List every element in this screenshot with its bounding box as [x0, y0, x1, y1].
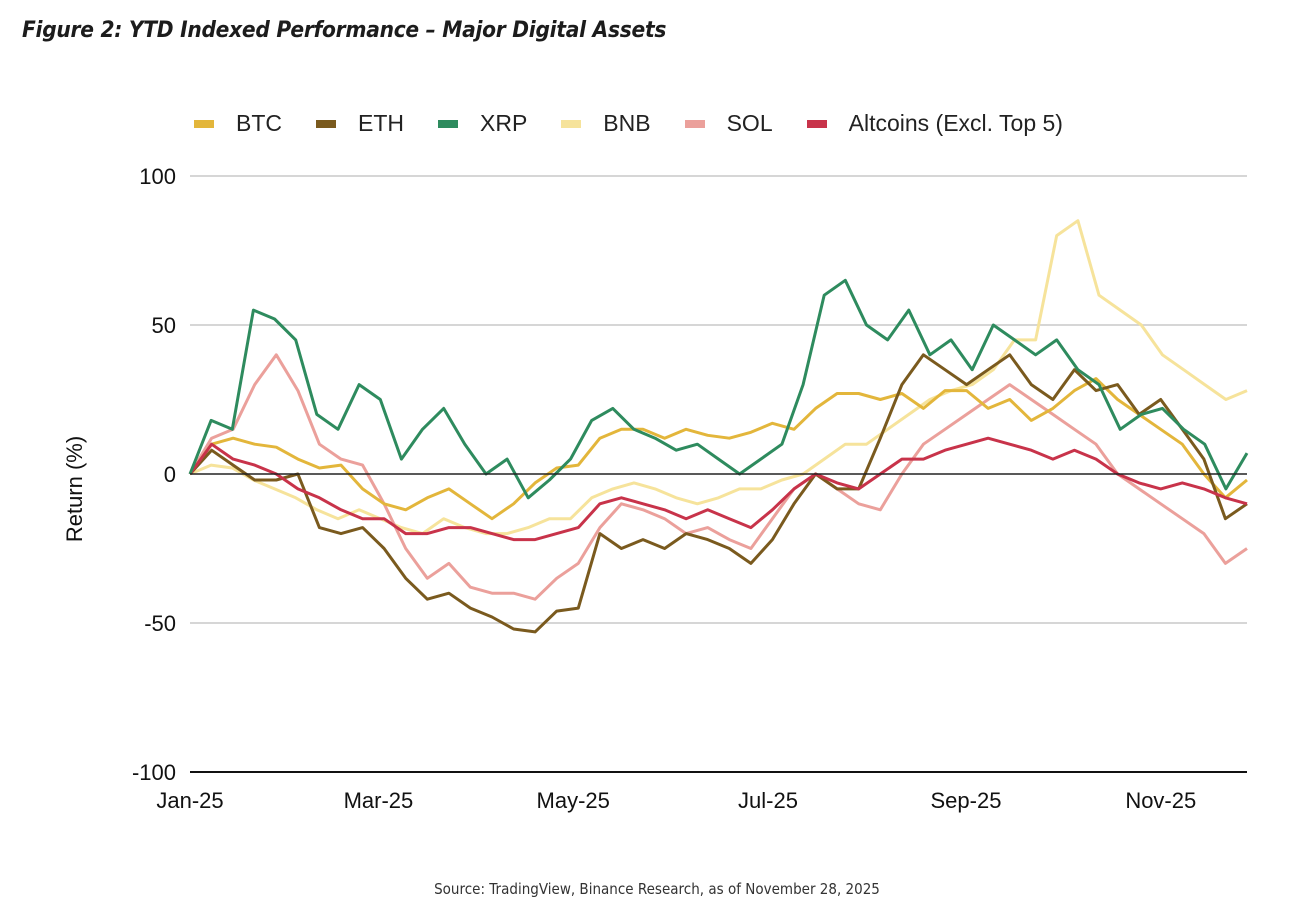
legend-swatch-altcoins	[806, 119, 827, 128]
axes: 100 50 0 -50 -100 Jan-25 Mar-25 May-25 Jul-25 Sep…	[132, 164, 1247, 813]
series-line-xrp	[188, 278, 1249, 500]
source-note: Source: TradingView, Binance Research, a…	[434, 880, 880, 898]
series-lines	[188, 219, 1249, 634]
legend-label-btc: BTC	[236, 110, 282, 136]
legend-label-xrp: XRP	[480, 110, 528, 136]
chart-legend: BTC ETH XRP BNB SOL Altcoins (Excl. Top …	[194, 110, 1097, 137]
x-tick-label: Jul-25	[738, 788, 798, 813]
y-tick-label: -50	[144, 611, 176, 636]
legend-item-bnb: BNB	[561, 110, 651, 137]
legend-label-sol: SOL	[726, 110, 773, 136]
legend-item-btc: BTC	[194, 110, 282, 137]
y-tick-label: 0	[164, 462, 176, 487]
legend-swatch-btc	[194, 119, 214, 128]
legend-label-altcoins: Altcoins (Excl. Top 5)	[848, 110, 1063, 136]
x-tick-label: Mar-25	[344, 788, 414, 813]
x-tick-label: Sep-25	[931, 788, 1002, 813]
x-tick-label: May-25	[537, 788, 610, 813]
legend-swatch-xrp	[438, 119, 458, 128]
y-axis-label: Return (%)	[62, 436, 87, 542]
x-tick-label: Jan-25	[156, 788, 223, 813]
legend-label-eth: ETH	[358, 110, 404, 136]
series-line-sol	[188, 353, 1248, 601]
series-line-bnb	[189, 219, 1248, 536]
x-tick-label: Nov-25	[1125, 788, 1196, 813]
y-tick-label: 50	[152, 313, 176, 338]
y-tick-label: -100	[132, 760, 176, 785]
series-line-btc	[188, 377, 1248, 521]
legend-swatch-sol	[684, 119, 705, 128]
gridlines	[190, 175, 1247, 624]
legend-item-altcoins: Altcoins (Excl. Top 5)	[806, 110, 1063, 137]
series-line-altcoins-excl-top-5	[188, 436, 1248, 542]
legend-item-eth: ETH	[316, 110, 404, 137]
y-tick-label: 100	[139, 164, 176, 189]
legend-swatch-bnb	[561, 119, 582, 128]
legend-label-bnb: BNB	[603, 110, 651, 136]
legend-item-xrp: XRP	[438, 110, 527, 137]
series-line-eth	[188, 353, 1248, 634]
figure-title: Figure 2: YTD Indexed Performance – Majo…	[22, 18, 667, 43]
legend-swatch-eth	[316, 119, 336, 128]
legend-item-sol: SOL	[684, 110, 773, 137]
